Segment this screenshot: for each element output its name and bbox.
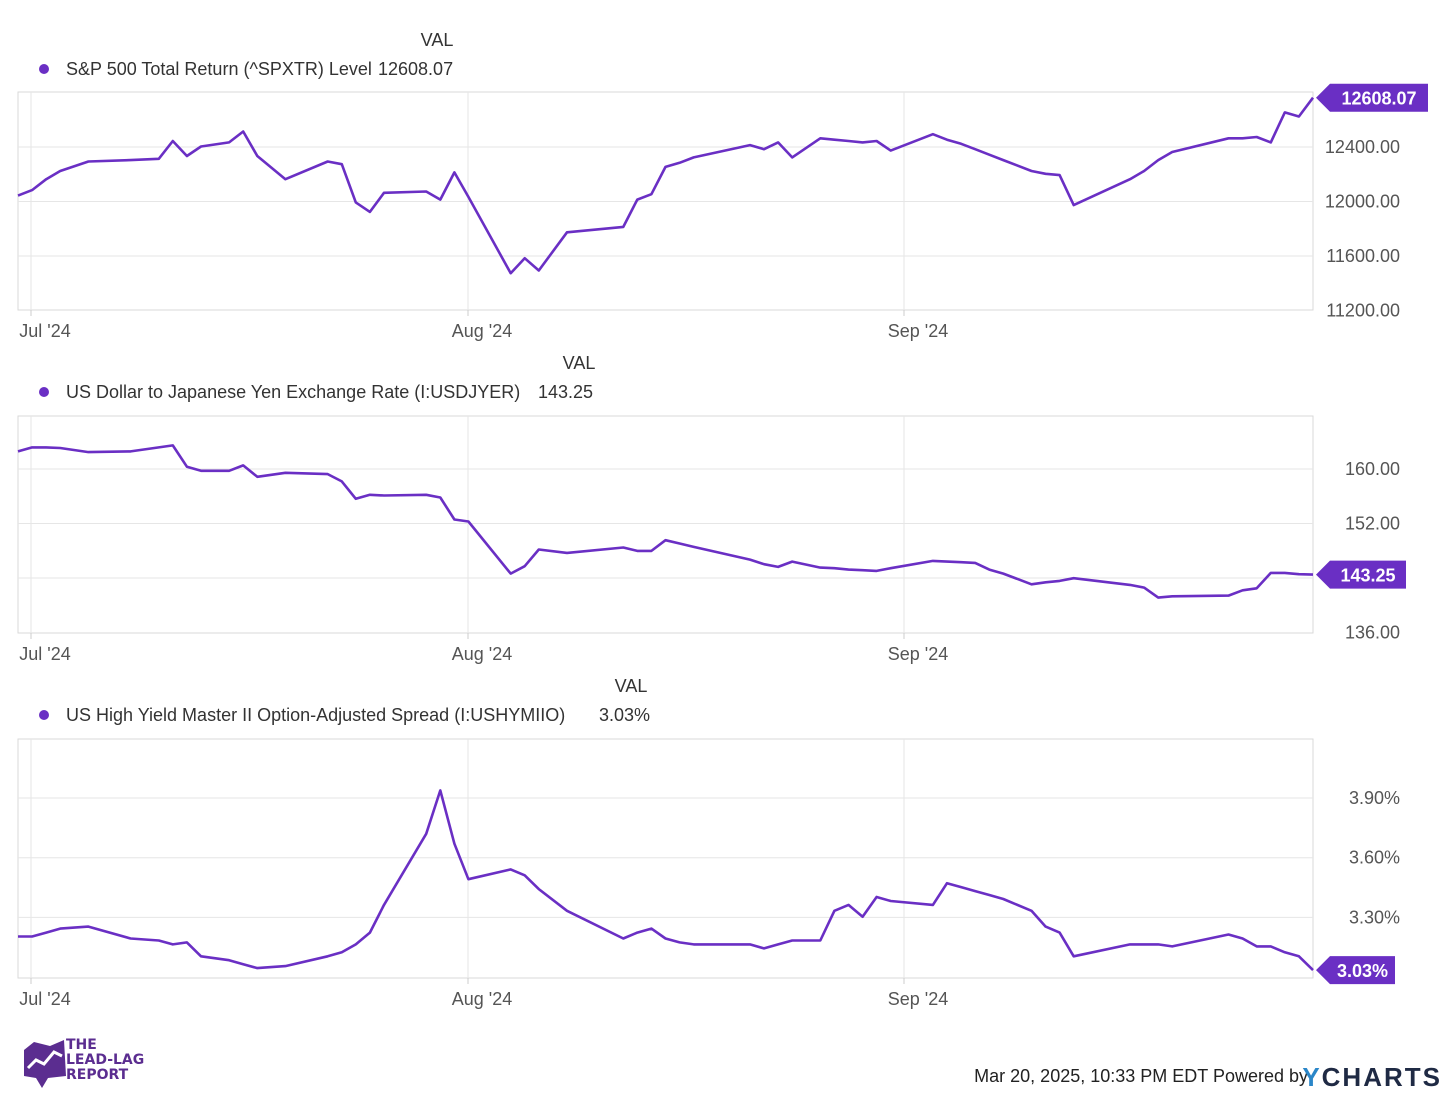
- last-value-tag: [1316, 560, 1406, 589]
- x-tick-label: Aug '24: [452, 321, 513, 341]
- y-tick-label: 152.00: [1345, 514, 1400, 534]
- legend-series-value: 3.03%: [599, 705, 650, 725]
- val-header: VAL: [615, 676, 648, 696]
- x-tick-label: Jul '24: [19, 644, 70, 664]
- x-tick-label: Sep '24: [888, 989, 949, 1009]
- ycharts-brand-rest: CHARTS: [1321, 1062, 1442, 1092]
- legend-series-value: 12608.07: [378, 59, 453, 79]
- val-header: VAL: [421, 30, 454, 50]
- ycharts-brand[interactable]: YCHARTS: [1302, 1062, 1442, 1093]
- x-tick-label: Aug '24: [452, 644, 513, 664]
- last-value-label: 12608.07: [1341, 89, 1416, 109]
- y-tick-label: 160.00: [1345, 459, 1400, 479]
- plot-frame: [17, 738, 1314, 979]
- legend-series-name: US Dollar to Japanese Yen Exchange Rate …: [66, 382, 520, 402]
- y-tick-label: 11200.00: [1326, 301, 1400, 321]
- last-value-tag: [1316, 83, 1428, 112]
- legend-dot-icon: [39, 387, 49, 397]
- legend-series-value: 143.25: [538, 382, 593, 402]
- plot-frame: [17, 415, 1314, 634]
- x-tick-label: Jul '24: [19, 989, 70, 1009]
- last-value-tag: [1316, 956, 1395, 985]
- x-tick-label: Jul '24: [19, 321, 70, 341]
- y-tick-label: 136.00: [1345, 623, 1400, 643]
- series-line: [18, 789, 1314, 972]
- legend-dot-icon: [39, 710, 49, 720]
- last-value-label: 3.03%: [1337, 961, 1388, 981]
- series-line: [17, 444, 1314, 599]
- val-header: VAL: [563, 353, 596, 373]
- y-tick-label: 3.30%: [1349, 907, 1400, 927]
- series-line: [17, 96, 1315, 275]
- logo-text: THE LEAD-LAG REPORT: [66, 1037, 145, 1083]
- y-tick-label: 12000.00: [1325, 192, 1400, 212]
- x-tick-label: Sep '24: [888, 321, 949, 341]
- lead-lag-logo-icon: [24, 1040, 66, 1088]
- x-tick-label: Sep '24: [888, 644, 949, 664]
- y-tick-label: 11600.00: [1326, 246, 1400, 266]
- legend-dot-icon: [39, 64, 49, 74]
- x-tick-label: Aug '24: [452, 989, 513, 1009]
- legend-series-name: US High Yield Master II Option-Adjusted …: [66, 705, 565, 725]
- ycharts-brand-y: Y: [1302, 1062, 1322, 1092]
- footer-timestamp: Mar 20, 2025, 10:33 PM EDT Powered by: [974, 1066, 1308, 1086]
- y-tick-label: 12400.00: [1325, 137, 1400, 157]
- legend-series-name: S&P 500 Total Return (^SPXTR) Level: [66, 59, 372, 79]
- y-tick-label: 3.60%: [1349, 848, 1400, 868]
- last-value-label: 143.25: [1340, 566, 1395, 586]
- y-tick-label: 3.90%: [1349, 788, 1400, 808]
